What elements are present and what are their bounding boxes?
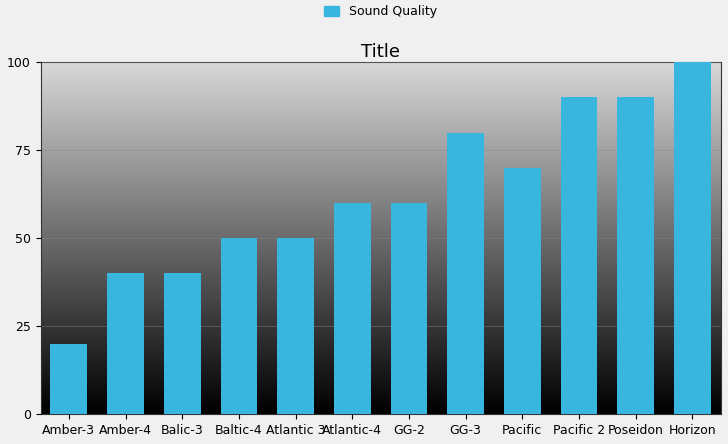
Bar [221,238,258,414]
Bar [390,203,427,414]
Bar [617,97,654,414]
Bar [107,274,144,414]
Bar [561,97,598,414]
Bar [674,62,711,414]
Bar [164,274,201,414]
Bar [50,344,87,414]
Title: Title: Title [361,43,400,61]
Bar [447,133,484,414]
Bar [334,203,371,414]
Bar [277,238,314,414]
Bar [504,168,541,414]
Legend: Sound Quality: Sound Quality [324,5,438,18]
